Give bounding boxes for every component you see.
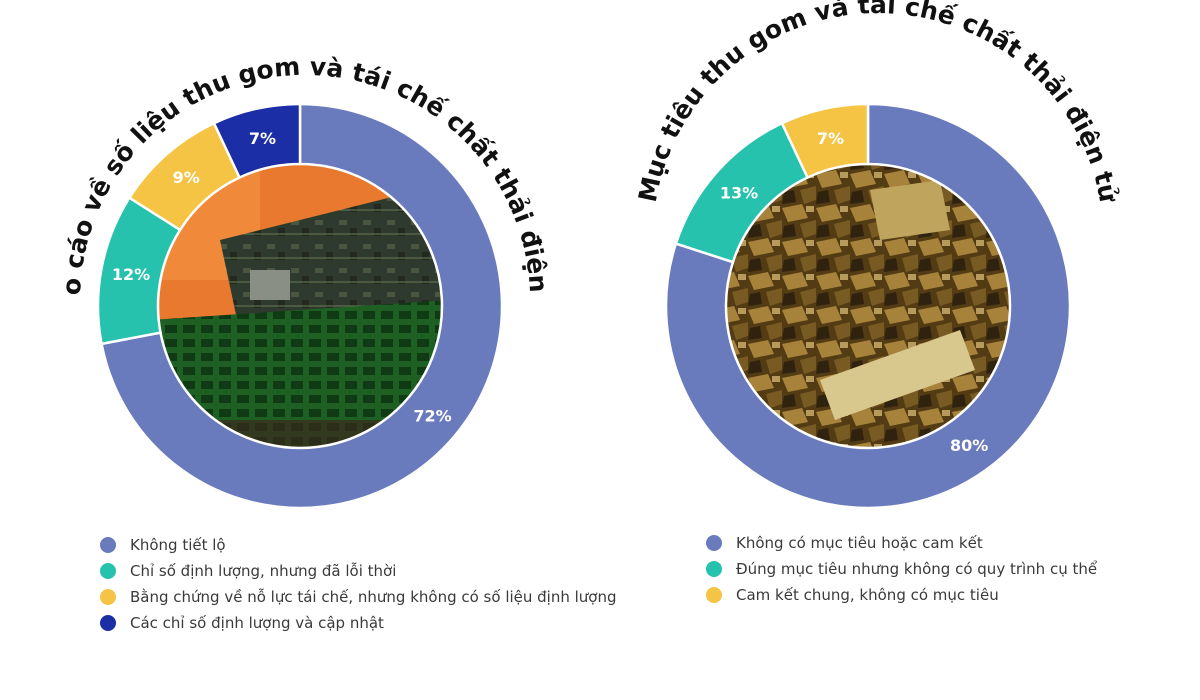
legend-2-swatch-0 (706, 535, 722, 551)
legend-1-label-2: Bằng chứng về nỗ lực tái chế, nhưng khôn… (130, 588, 617, 606)
legend-1-swatch-2 (100, 589, 116, 605)
donut-chart-collection-targets: 80% 13% 7% (664, 102, 1072, 510)
legend-1-label-0: Không tiết lộ (130, 536, 226, 554)
legend-2-item-0: Không có mục tiêu hoặc cam kết (706, 530, 1097, 556)
donut-2-value-label-1: 13% (720, 183, 758, 202)
legend-2-swatch-1 (706, 561, 722, 577)
legend-chart-1: Không tiết lộ Chỉ số định lượng, nhưng đã… (100, 532, 617, 636)
legend-2-label-2: Cam kết chung, không có mục tiêu (736, 586, 999, 604)
donut-1-value-label-3: 7% (249, 129, 276, 148)
donut-2-value-label-0: 80% (950, 436, 988, 455)
donut-2-value-label-2: 7% (817, 129, 844, 148)
legend-chart-2: Không có mục tiêu hoặc cam kết Đúng mục t… (706, 530, 1097, 608)
legend-1-label-1: Chỉ số định lượng, nhưng đã lỗi thời (130, 562, 397, 580)
legend-2-label-1: Đúng mục tiêu nhưng không có quy trình c… (736, 560, 1098, 578)
legend-2-swatch-2 (706, 587, 722, 603)
legend-1-item-1: Chỉ số định lượng, nhưng đã lỗi thời (100, 558, 617, 584)
donut-1-value-label-2: 9% (173, 168, 200, 187)
donut-1-slice-0 (100, 102, 504, 510)
legend-1-item-0: Không tiết lộ (100, 532, 617, 558)
legend-1-swatch-1 (100, 563, 116, 579)
donut-2-slice-0 (664, 102, 1072, 510)
legend-2-item-2: Cam kết chung, không có mục tiêu (706, 582, 1097, 608)
legend-1-item-2: Bằng chứng về nỗ lực tái chế, nhưng khôn… (100, 584, 617, 610)
legend-1-swatch-0 (100, 537, 116, 553)
photo-ewaste-pile (726, 164, 1010, 448)
legend-1-label-3: Các chỉ số định lượng và cập nhật (130, 614, 384, 632)
donut-chart-collection-reporting: 72% 12% 9% 7% (96, 102, 504, 510)
donut-1-value-label-0: 72% (413, 407, 451, 426)
legend-2-label-0: Không có mục tiêu hoặc cam kết (736, 534, 983, 552)
donut-1-slice-3 (212, 102, 302, 180)
legend-1-item-3: Các chỉ số định lượng và cập nhật (100, 610, 617, 636)
donut-2-slice-2 (780, 102, 870, 180)
legend-2-item-1: Đúng mục tiêu nhưng không có quy trình c… (706, 556, 1097, 582)
donut-1-value-label-1: 12% (112, 265, 150, 284)
legend-1-swatch-3 (100, 615, 116, 631)
